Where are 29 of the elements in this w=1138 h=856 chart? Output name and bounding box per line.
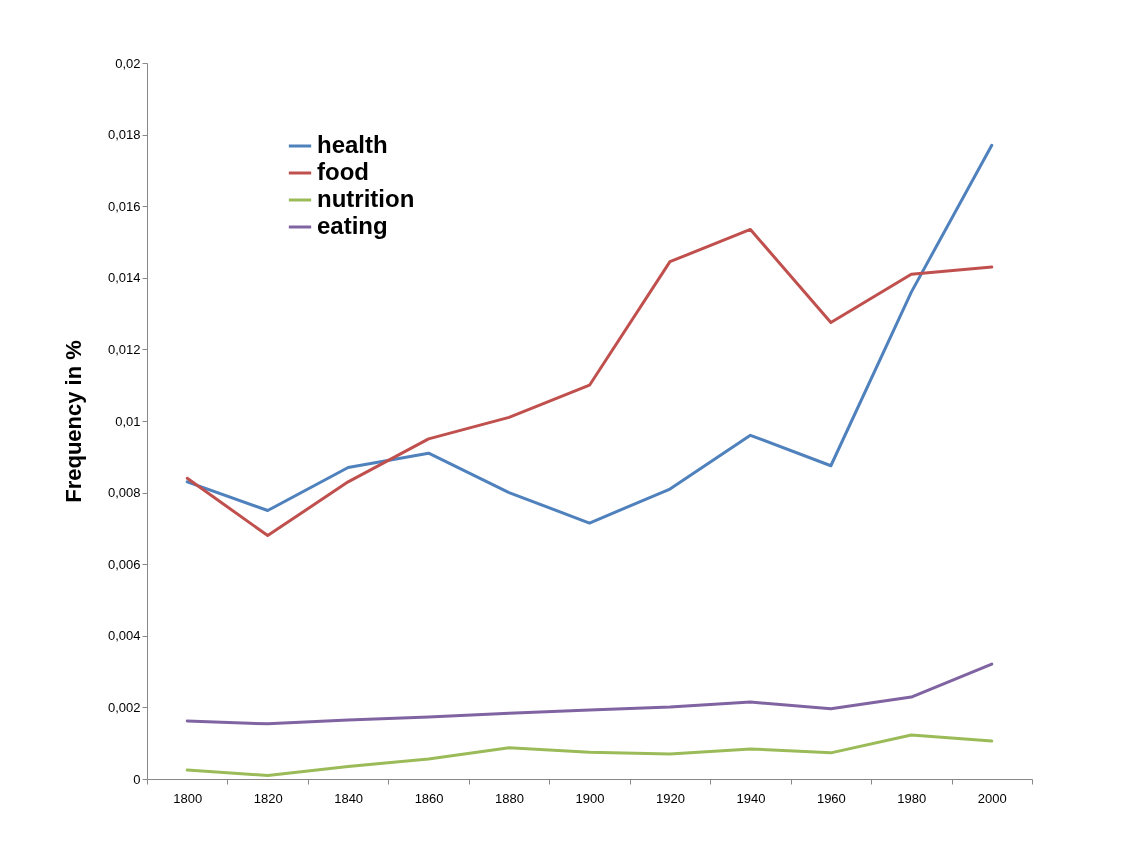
x-tick-label: 1880 — [495, 790, 525, 806]
x-tick-label: 1900 — [575, 790, 605, 806]
line-series — [185, 733, 994, 777]
legend-label: food — [317, 158, 369, 185]
y-tick-label: 0,006 — [107, 556, 141, 572]
y-tick-label: 0,018 — [107, 127, 141, 143]
y-tick-label: 0,01 — [115, 413, 141, 429]
y-tick-label: 0,014 — [107, 270, 141, 286]
legend-label: eating — [317, 212, 388, 239]
y-tick-label: 0 — [133, 771, 141, 787]
y-tick-label: 0,016 — [107, 198, 141, 214]
x-tick-label: 2000 — [977, 790, 1007, 806]
x-tick-label: 1860 — [414, 790, 444, 806]
y-tick-label: 0,002 — [107, 699, 141, 715]
line-series — [185, 662, 994, 726]
x-tick-label: 1820 — [253, 790, 283, 806]
x-tick-label: 1800 — [173, 790, 203, 806]
legend-label: nutrition — [317, 185, 415, 212]
x-tick-label: 1960 — [816, 790, 846, 806]
y-tick-label: 0,008 — [107, 485, 141, 501]
x-tick-label: 1940 — [736, 790, 766, 806]
y-tick-label: 0,004 — [107, 628, 141, 644]
y-axis-title: Frequency in % — [60, 340, 86, 503]
y-tick-label: 0,02 — [115, 55, 141, 71]
legend-label: health — [317, 131, 388, 158]
x-tick-label: 1980 — [897, 790, 927, 806]
y-tick-label: 0,012 — [107, 341, 141, 357]
x-tick-label: 1920 — [655, 790, 685, 806]
x-tick-label: 1840 — [334, 790, 364, 806]
